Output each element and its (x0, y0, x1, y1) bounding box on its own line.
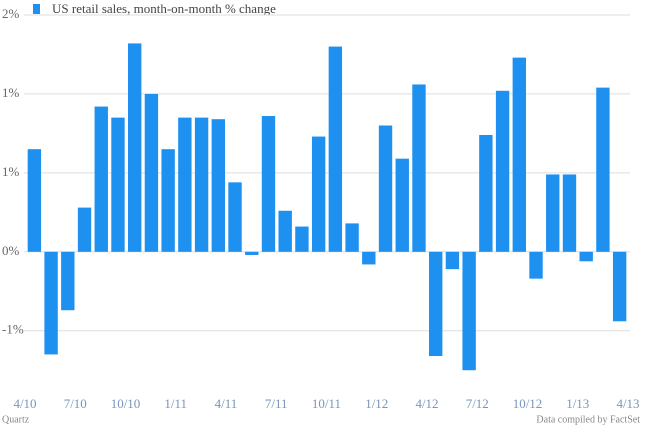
bar (395, 158, 409, 252)
bar (479, 134, 493, 252)
bar (295, 226, 309, 252)
bar (362, 251, 376, 265)
x-tick-label: 4/13 (616, 396, 639, 411)
x-tick-label: 4/10 (13, 396, 36, 411)
x-tick-label: 1/12 (365, 396, 388, 411)
x-tick-label: 4/11 (215, 396, 238, 411)
chart-title: US retail sales, month-on-month % change (52, 1, 276, 16)
brand: Quartz (2, 414, 30, 425)
bar (462, 251, 476, 371)
bar (44, 251, 58, 355)
x-tick-label: 10/11 (312, 396, 341, 411)
bar (211, 119, 225, 252)
y-tick-label: 1% (2, 164, 20, 179)
bar (328, 46, 343, 252)
bar (178, 117, 192, 252)
bar (194, 117, 209, 252)
bar (412, 84, 426, 252)
x-tick-label: 7/10 (64, 396, 87, 411)
bar (596, 87, 610, 252)
y-tick-label: 2% (2, 6, 20, 21)
bar (579, 251, 593, 262)
x-tick-label: 7/11 (265, 396, 288, 411)
x-tick-label: 1/13 (566, 396, 589, 411)
bar (546, 174, 560, 252)
legend-swatch (33, 4, 40, 14)
bar (345, 223, 359, 252)
y-tick-label: 0% (2, 243, 20, 258)
bar (429, 251, 443, 357)
bar (144, 93, 159, 252)
bar (128, 43, 142, 252)
bar (111, 117, 125, 252)
x-tick-label: 10/10 (111, 396, 141, 411)
bar (378, 125, 393, 252)
bar (261, 116, 276, 252)
bar (311, 136, 326, 252)
x-tick-label: 10/12 (513, 396, 543, 411)
bar (529, 251, 543, 279)
bar (562, 174, 577, 252)
x-tick-label: 7/12 (466, 396, 489, 411)
bar (445, 251, 460, 270)
bar (495, 90, 510, 252)
bar (612, 251, 627, 322)
bar (27, 149, 42, 252)
bar (512, 57, 526, 252)
y-tick-label: -1% (2, 322, 24, 337)
source: Data compiled by FactSet (536, 414, 640, 425)
bar (161, 149, 175, 252)
bar (77, 207, 92, 252)
x-tick-label: 1/11 (164, 396, 187, 411)
bar (61, 251, 75, 311)
bar (245, 251, 259, 255)
x-tick-label: 4/12 (415, 396, 438, 411)
bar (94, 106, 108, 252)
bar (228, 182, 242, 252)
bar (278, 210, 292, 252)
y-tick-label: 1% (2, 85, 20, 100)
